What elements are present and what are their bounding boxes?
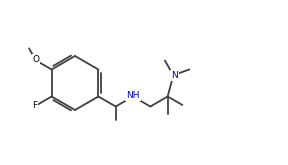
Text: O: O (33, 55, 39, 64)
Text: N: N (171, 71, 178, 80)
Text: F: F (33, 101, 38, 110)
Text: NH: NH (126, 91, 140, 100)
